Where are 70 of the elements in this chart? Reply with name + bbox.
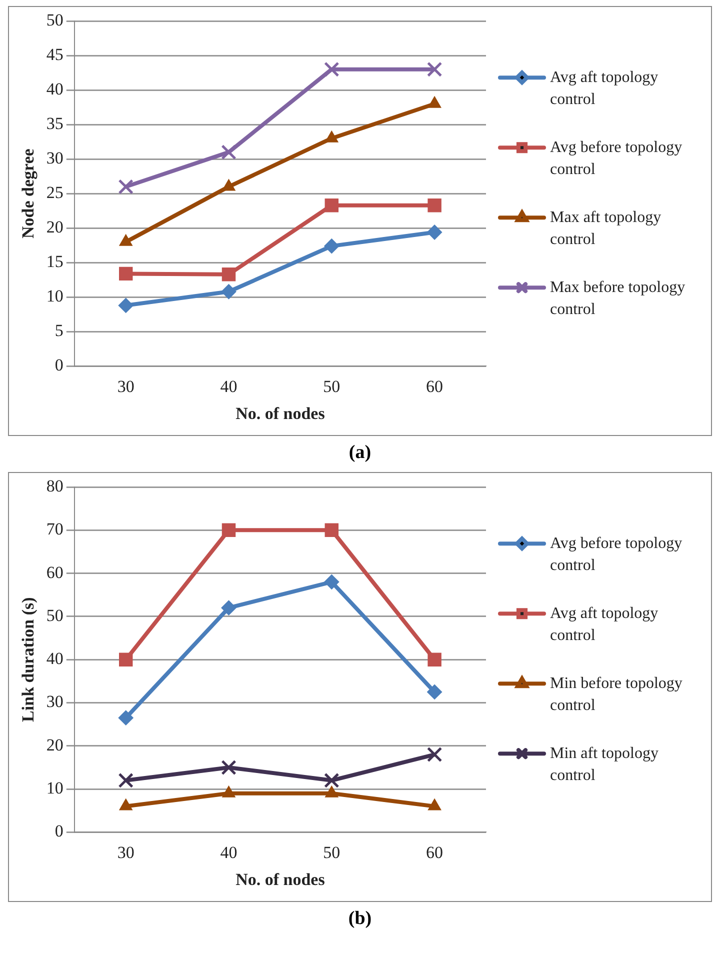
y-tick-label: 35 — [46, 114, 64, 134]
point — [222, 268, 236, 282]
point — [324, 523, 339, 538]
y-tick-label: 25 — [46, 183, 64, 202]
point — [427, 224, 442, 240]
point — [118, 298, 134, 313]
point — [119, 798, 132, 810]
text: (b) — [347, 908, 373, 930]
point — [118, 179, 134, 194]
point — [222, 523, 236, 538]
y-axis-title: Node degree — [18, 148, 38, 239]
y-tick-label: 20 — [46, 735, 64, 754]
y-tick-label: 0 — [54, 822, 64, 841]
point — [221, 284, 236, 300]
point — [324, 62, 340, 77]
legend-label: Min before topology control — [550, 674, 682, 714]
point — [426, 746, 442, 762]
point — [428, 198, 442, 212]
x-tick-label: 40 — [220, 376, 238, 396]
y-tick-label: 0 — [54, 356, 64, 375]
point — [118, 710, 134, 726]
y-tick-label: 20 — [46, 218, 64, 237]
y-tick-label: 5 — [54, 321, 64, 340]
y-tick-label: 10 — [46, 286, 64, 306]
y-axis-title: Link duration (s) — [18, 597, 38, 722]
point — [221, 144, 236, 160]
y-tick-label: 30 — [46, 692, 64, 712]
x-axis-title: No. of nodes — [236, 870, 326, 890]
legend-label: Avg aft topology control — [550, 604, 658, 644]
y-tick-label: 15 — [46, 252, 64, 272]
point — [221, 760, 236, 776]
legend-label: Max before topology control — [550, 278, 686, 318]
x-tick-label: 60 — [426, 376, 444, 396]
x-tick-label: 30 — [117, 376, 134, 396]
legend-label: Min aft topology control — [550, 744, 658, 784]
y-tick-label: 60 — [46, 562, 64, 582]
y-tick-label: 30 — [46, 148, 64, 168]
x-axis-title: No. of nodes — [236, 404, 326, 424]
y-tick-label: 10 — [46, 778, 64, 798]
x-tick-label: 50 — [323, 376, 340, 396]
point — [221, 600, 236, 616]
y-tick-label: 50 — [46, 606, 64, 625]
y-tick-label: 45 — [46, 44, 64, 64]
y-tick-label: 50 — [46, 10, 64, 30]
y-tick-label: 70 — [46, 520, 64, 539]
point — [118, 772, 134, 788]
point — [118, 652, 133, 666]
y-tick-label: 40 — [46, 649, 64, 668]
legend-label: Avg aft topology control — [550, 68, 658, 108]
y-tick-label: 80 — [46, 476, 64, 496]
legend-label: Avg before topology control — [550, 534, 682, 574]
point — [426, 62, 442, 77]
point — [325, 786, 338, 798]
point — [222, 786, 236, 798]
y-tick-label: 40 — [46, 80, 64, 99]
x-tick-label: 40 — [220, 842, 238, 862]
point — [324, 238, 340, 254]
legend-label: Max aft topology control — [550, 208, 662, 248]
x-tick-label: 30 — [117, 842, 134, 862]
point — [118, 266, 133, 281]
point — [324, 198, 339, 212]
point — [428, 798, 442, 810]
point — [324, 574, 340, 590]
point — [428, 652, 442, 666]
x-tick-label: 50 — [323, 842, 340, 862]
text: (a) — [348, 442, 372, 464]
point — [324, 772, 340, 788]
legend-label: Avg before topology control — [550, 138, 682, 178]
point — [427, 684, 442, 700]
x-tick-label: 60 — [426, 842, 444, 862]
